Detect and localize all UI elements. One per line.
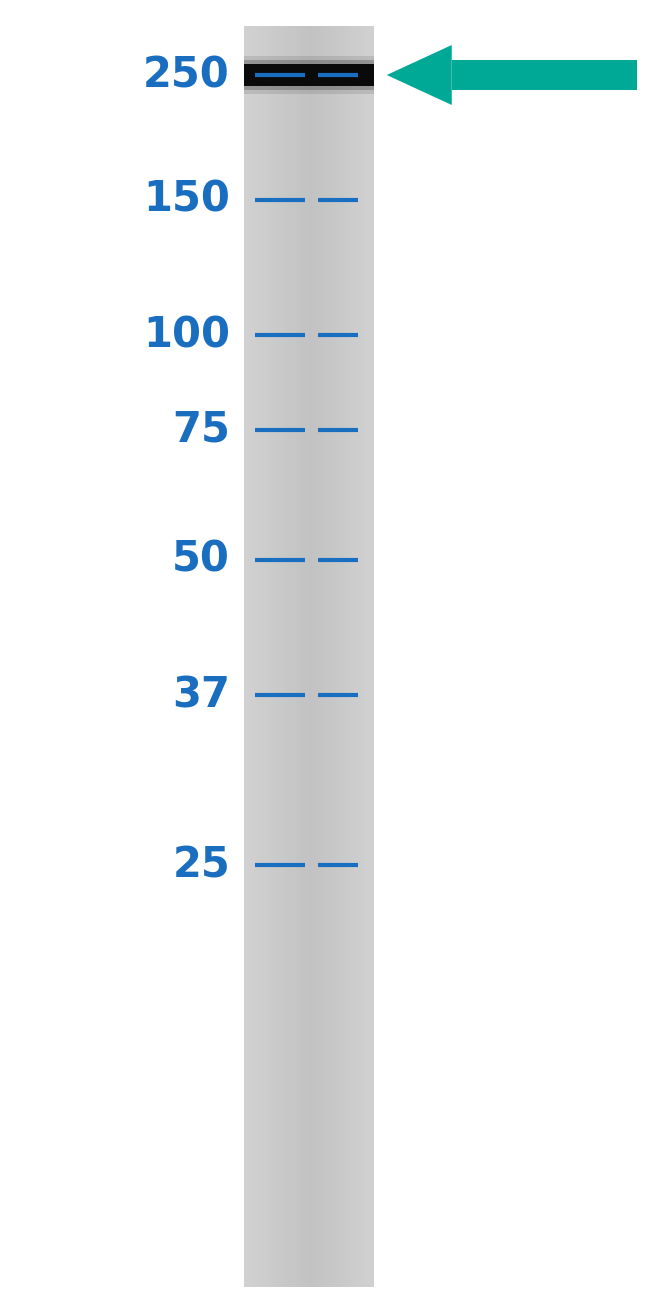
Bar: [351, 26, 355, 1287]
Bar: [276, 26, 280, 1287]
Text: 100: 100: [143, 315, 230, 356]
Text: 150: 150: [143, 179, 230, 221]
Bar: [244, 60, 374, 90]
Bar: [270, 26, 274, 1287]
Text: 25: 25: [172, 844, 230, 887]
Bar: [286, 26, 290, 1287]
Bar: [354, 26, 358, 1287]
Bar: [263, 26, 267, 1287]
Bar: [370, 26, 374, 1287]
Bar: [280, 26, 283, 1287]
Bar: [244, 26, 248, 1287]
Bar: [306, 26, 309, 1287]
Bar: [325, 26, 329, 1287]
Bar: [452, 60, 637, 90]
Bar: [364, 26, 368, 1287]
Text: 37: 37: [172, 673, 230, 716]
Bar: [254, 26, 257, 1287]
Bar: [283, 26, 287, 1287]
Bar: [309, 26, 313, 1287]
Bar: [318, 26, 322, 1287]
Bar: [296, 26, 300, 1287]
Bar: [348, 26, 352, 1287]
Polygon shape: [387, 46, 452, 105]
Bar: [344, 26, 348, 1287]
Bar: [361, 26, 365, 1287]
Bar: [257, 26, 261, 1287]
Bar: [335, 26, 339, 1287]
Bar: [322, 26, 326, 1287]
Text: 75: 75: [172, 410, 230, 451]
Bar: [244, 64, 374, 86]
Text: 250: 250: [143, 55, 230, 96]
Bar: [341, 26, 345, 1287]
Bar: [260, 26, 264, 1287]
Bar: [299, 26, 303, 1287]
Bar: [273, 26, 277, 1287]
Bar: [247, 26, 251, 1287]
Bar: [338, 26, 342, 1287]
Bar: [358, 26, 361, 1287]
Bar: [250, 26, 254, 1287]
Text: 50: 50: [172, 540, 230, 581]
Bar: [266, 26, 270, 1287]
Bar: [292, 26, 296, 1287]
Bar: [367, 26, 371, 1287]
Bar: [328, 26, 332, 1287]
Bar: [244, 56, 374, 94]
Bar: [315, 26, 319, 1287]
Bar: [302, 26, 306, 1287]
Bar: [312, 26, 316, 1287]
Bar: [289, 26, 293, 1287]
Bar: [332, 26, 335, 1287]
